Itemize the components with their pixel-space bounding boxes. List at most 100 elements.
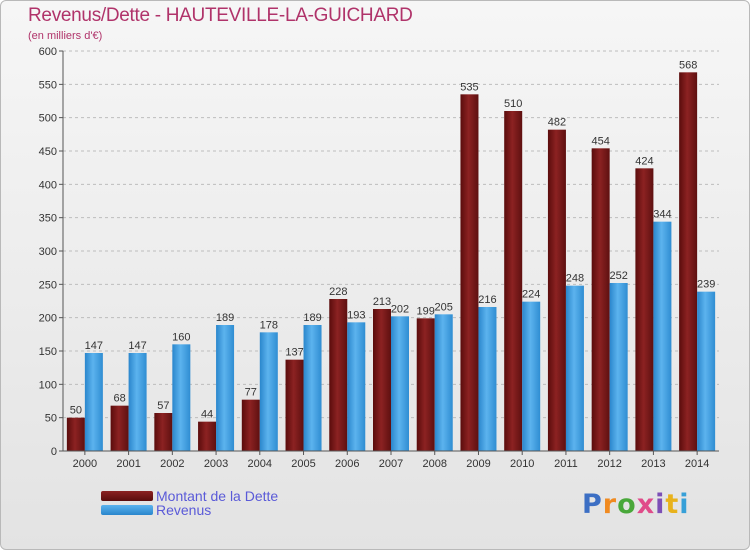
data-label-revenus: 252 bbox=[609, 270, 627, 282]
data-label-revenus: 202 bbox=[391, 303, 409, 315]
bar-revenus bbox=[653, 221, 672, 451]
logo-letter: o bbox=[617, 489, 637, 520]
y-tick-label: 100 bbox=[39, 379, 57, 391]
x-tick-label: 2007 bbox=[379, 458, 403, 470]
data-label-dette: 77 bbox=[245, 387, 257, 399]
y-tick-label: 150 bbox=[39, 346, 57, 358]
logo-letter: t bbox=[665, 489, 680, 520]
bar-dette bbox=[679, 72, 698, 451]
data-label-dette: 68 bbox=[113, 393, 125, 405]
data-label-revenus: 344 bbox=[653, 209, 671, 221]
bar-dette bbox=[110, 405, 129, 451]
logo-letter: x bbox=[636, 489, 656, 520]
legend-swatch-dette bbox=[101, 491, 153, 501]
bar-dette bbox=[504, 111, 523, 451]
data-label-revenus: 189 bbox=[216, 312, 234, 324]
bar-dette bbox=[416, 318, 435, 451]
bar-dette bbox=[241, 399, 260, 451]
y-tick-label: 450 bbox=[39, 146, 57, 158]
y-tick-label: 200 bbox=[39, 313, 57, 325]
chart-subtitle: (en milliers d'€) bbox=[28, 30, 103, 42]
x-tick-label: 2006 bbox=[335, 458, 359, 470]
x-tick-label: 2003 bbox=[204, 458, 228, 470]
bar-dette bbox=[635, 168, 654, 452]
data-label-dette: 482 bbox=[548, 117, 566, 129]
data-label-dette: 454 bbox=[591, 135, 609, 147]
bar-dette bbox=[373, 309, 391, 451]
x-tick-label: 2000 bbox=[73, 458, 97, 470]
bar-dette bbox=[547, 129, 566, 451]
legend-item-dette: Montant de la Dette bbox=[101, 488, 279, 504]
data-label-revenus: 224 bbox=[522, 289, 540, 301]
bar-revenus bbox=[303, 325, 322, 451]
bar-revenus bbox=[84, 353, 103, 451]
bar-revenus bbox=[609, 283, 628, 451]
data-label-revenus: 205 bbox=[435, 301, 453, 313]
data-label-dette: 199 bbox=[417, 305, 435, 317]
bar-dette bbox=[66, 417, 85, 451]
data-label-dette: 213 bbox=[373, 296, 391, 308]
logo-letter: i bbox=[679, 489, 690, 520]
bar-dette bbox=[198, 421, 217, 451]
chart-title: Revenus/Dette - HAUTEVILLE-LA-GUICHARD bbox=[28, 5, 413, 26]
y-tick-label: 50 bbox=[45, 413, 57, 425]
x-tick-label: 2010 bbox=[510, 458, 534, 470]
x-tick-label: 2002 bbox=[160, 458, 184, 470]
logo-letter: r bbox=[602, 489, 618, 520]
bar-revenus bbox=[434, 314, 453, 451]
x-tick-label: 2001 bbox=[116, 458, 140, 470]
bar-dette bbox=[285, 359, 304, 451]
y-tick-label: 400 bbox=[39, 179, 57, 191]
bar-dette bbox=[329, 299, 348, 451]
proxiti-logo: Proxiti bbox=[582, 489, 690, 520]
bar-revenus bbox=[216, 325, 235, 451]
bar-revenus bbox=[128, 353, 147, 451]
bar-revenus bbox=[697, 291, 716, 451]
bar-revenus bbox=[259, 332, 278, 451]
data-label-dette: 50 bbox=[70, 405, 82, 417]
bar-revenus bbox=[391, 316, 409, 451]
legend-item-revenus: Revenus bbox=[101, 502, 212, 518]
bar-revenus bbox=[522, 301, 541, 451]
data-label-revenus: 160 bbox=[172, 331, 190, 343]
x-tick-label: 2011 bbox=[554, 458, 578, 470]
data-label-revenus: 147 bbox=[85, 340, 103, 352]
y-tick-label: 250 bbox=[39, 279, 57, 291]
data-label-dette: 568 bbox=[679, 59, 697, 71]
x-tick-label: 2009 bbox=[466, 458, 490, 470]
y-tick-label: 0 bbox=[51, 446, 57, 458]
legend-label-revenus: Revenus bbox=[156, 502, 212, 518]
bar-revenus bbox=[172, 344, 191, 451]
data-label-dette: 228 bbox=[329, 286, 347, 298]
bar-dette bbox=[460, 94, 479, 451]
data-label-dette: 44 bbox=[201, 409, 213, 421]
data-label-revenus: 189 bbox=[303, 312, 321, 324]
bar-dette bbox=[591, 148, 610, 452]
data-label-revenus: 147 bbox=[128, 340, 146, 352]
x-tick-label: 2004 bbox=[248, 458, 272, 470]
logo-letter: P bbox=[582, 489, 603, 520]
legend-label-dette: Montant de la Dette bbox=[156, 488, 279, 504]
x-tick-label: 2012 bbox=[597, 458, 621, 470]
x-tick-label: 2014 bbox=[685, 458, 709, 470]
data-label-revenus: 193 bbox=[347, 309, 365, 321]
data-label-revenus: 239 bbox=[697, 279, 715, 291]
data-label-dette: 424 bbox=[635, 155, 653, 167]
x-tick-label: 2013 bbox=[641, 458, 665, 470]
y-tick-label: 300 bbox=[39, 246, 57, 258]
data-label-dette: 535 bbox=[460, 81, 478, 93]
bar-revenus bbox=[565, 285, 584, 451]
data-label-dette: 57 bbox=[157, 400, 169, 412]
y-tick-label: 500 bbox=[39, 113, 57, 125]
legend-swatch-revenus bbox=[101, 505, 153, 515]
data-label-revenus: 178 bbox=[260, 319, 278, 331]
bar-revenus bbox=[478, 307, 497, 451]
y-tick-label: 350 bbox=[39, 213, 57, 225]
data-label-dette: 510 bbox=[504, 98, 522, 110]
data-label-revenus: 216 bbox=[478, 294, 496, 306]
bar-revenus bbox=[347, 322, 366, 451]
y-tick-label: 550 bbox=[39, 79, 57, 91]
bar-dette bbox=[154, 413, 173, 451]
